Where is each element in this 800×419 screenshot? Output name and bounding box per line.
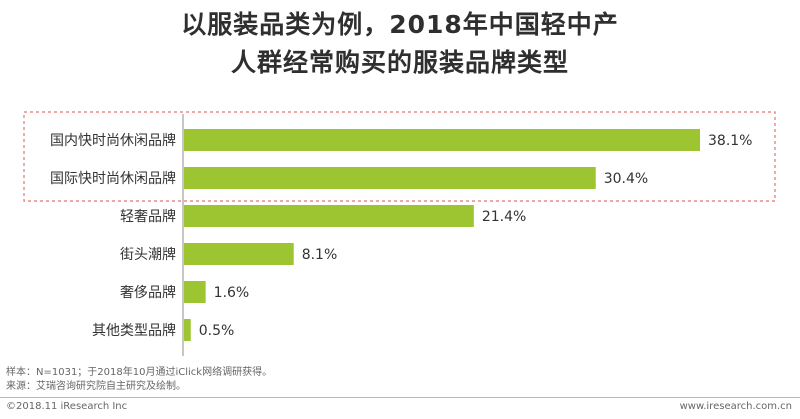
chart-notes: 样本：N=1031；于2018年10月通过iClick网络调研获得。 来源：艾瑞… [6,366,272,394]
bar [184,243,294,265]
value-label: 38.1% [708,133,752,149]
sample-note: 样本：N=1031；于2018年10月通过iClick网络调研获得。 [6,367,273,378]
bar [184,167,596,189]
bar [184,205,474,227]
category-label: 国内快时尚休闲品牌 [50,132,176,149]
bar-chart: 国内快时尚休闲品牌 38.1% 国际快时尚休闲品牌 30.4% 轻奢品牌 21.4% 街头潮… [23,111,776,356]
chart-title-line-2: 人群经常购买的服装品牌类型 [230,48,569,77]
category-label: 奢侈品牌 [120,284,176,301]
value-label: 0.5% [199,323,235,339]
bar [184,281,206,303]
chart-title-line-1: 以服装品类为例，2018年中国轻中产 [181,10,619,39]
footer-divider [0,397,800,398]
category-label: 国际快时尚休闲品牌 [50,170,176,187]
category-label: 其他类型品牌 [92,322,176,339]
bar [184,319,191,341]
value-label: 21.4% [482,209,526,225]
bar [184,129,700,151]
value-label: 30.4% [604,171,648,187]
chart-title: 以服装品类为例，2018年中国轻中产 人群经常购买的服装品牌类型 [0,6,800,82]
bars-layer: 国内快时尚休闲品牌 38.1% 国际快时尚休闲品牌 30.4% 轻奢品牌 21.4% 街头潮… [50,129,752,341]
category-label: 轻奢品牌 [120,208,176,225]
website-url: www.iresearch.com.cn [679,401,792,412]
value-label: 1.6% [214,285,250,301]
source-note: 来源：艾瑞咨询研究院自主研究及绘制。 [6,381,186,392]
category-label: 街头潮牌 [120,246,176,263]
value-label: 8.1% [302,247,338,263]
copyright-text: ©2018.11 iResearch Inc [6,401,128,412]
